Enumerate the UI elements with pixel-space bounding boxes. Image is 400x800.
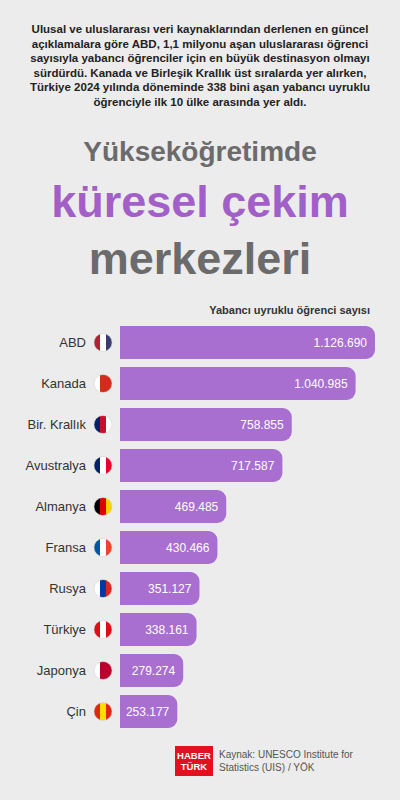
svg-text:Fransa: Fransa: [46, 540, 87, 555]
svg-text:1.126.690: 1.126.690: [314, 336, 368, 350]
html-text:Ulusal ve uluslararası veri ka: Ulusal ve uluslararası veri kaynaklarınd…: [30, 23, 370, 108]
html-text:Yabancı uyruklu öğrenci sayısı: Yabancı uyruklu öğrenci sayısı: [209, 304, 370, 316]
svg-text:Türkiye: Türkiye: [43, 622, 86, 637]
svg-text:Rusya: Rusya: [49, 581, 87, 596]
svg-text:Bir. Krallık: Bir. Krallık: [27, 417, 86, 432]
html-text:merkezleri: merkezleri: [88, 233, 312, 284]
svg-text:351.127: 351.127: [148, 582, 192, 596]
svg-text:717.587: 717.587: [231, 459, 275, 473]
svg-text:253.177: 253.177: [126, 705, 170, 719]
html-text:küresel çekim: küresel çekim: [51, 176, 349, 227]
svg-text:469.485: 469.485: [175, 500, 219, 514]
svg-text:1.040.985: 1.040.985: [294, 377, 348, 391]
svg-text:758.855: 758.855: [240, 418, 284, 432]
svg-text:Kanada: Kanada: [41, 376, 87, 391]
html-text:HABER: HABER: [177, 750, 211, 761]
svg-text:279.274: 279.274: [132, 664, 176, 678]
html-text:Yükseköğretimde: Yükseköğretimde: [83, 136, 317, 167]
svg-text:ABD: ABD: [59, 335, 86, 350]
svg-text:430.466: 430.466: [166, 541, 210, 555]
svg-text:Avustralya: Avustralya: [26, 458, 87, 473]
svg-text:Japonya: Japonya: [37, 663, 87, 678]
svg-text:338.161: 338.161: [145, 623, 189, 637]
html-text:Kaynak: UNESCO Institute for S: Kaynak: UNESCO Institute for Statistics …: [219, 749, 353, 773]
svg-text:Almanya: Almanya: [35, 499, 86, 514]
html-text:TÜRK: TÜRK: [180, 761, 208, 772]
svg-text:Çin: Çin: [66, 704, 86, 719]
